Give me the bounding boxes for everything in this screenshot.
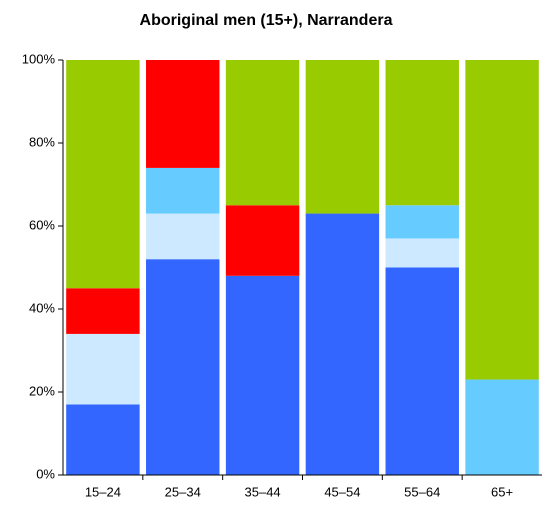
y-tick-label: 100% (22, 51, 56, 66)
bar-segment (66, 404, 140, 475)
x-tick-label: 45–54 (324, 484, 360, 499)
x-tick-label: 25–34 (165, 484, 201, 499)
y-tick-label: 0% (36, 466, 55, 481)
bar-segment (146, 259, 220, 475)
y-tick-label: 20% (29, 383, 55, 398)
plot (66, 60, 539, 476)
bar-segment (305, 60, 380, 214)
bar-segment (66, 60, 140, 289)
bar-segment (225, 60, 300, 206)
bar-segment (66, 333, 140, 405)
bar-segment (146, 60, 220, 168)
chart-title: Aboriginal men (15+), Narrandera (140, 12, 393, 29)
bar-segment (146, 213, 220, 260)
x-tick-label: 15–24 (85, 484, 121, 499)
bar-segment (465, 60, 539, 380)
x-tick-label: 65+ (491, 484, 513, 499)
bar-segment (146, 167, 220, 214)
bar-segment (225, 205, 300, 276)
x-tick-label: 35–44 (245, 484, 281, 499)
y-tick-label: 80% (29, 134, 55, 149)
bar-segment (225, 275, 300, 475)
bar-segment (66, 288, 140, 334)
bar-segment (385, 238, 459, 268)
bar-segment (305, 213, 380, 476)
bar-segment (465, 379, 539, 475)
bar-segment (385, 267, 459, 475)
y-tick-label: 60% (29, 217, 55, 232)
y-tick-label: 40% (29, 300, 55, 315)
bar-segment (385, 60, 459, 206)
x-tick-label: 55–64 (404, 484, 440, 499)
bar-segment (385, 205, 459, 239)
